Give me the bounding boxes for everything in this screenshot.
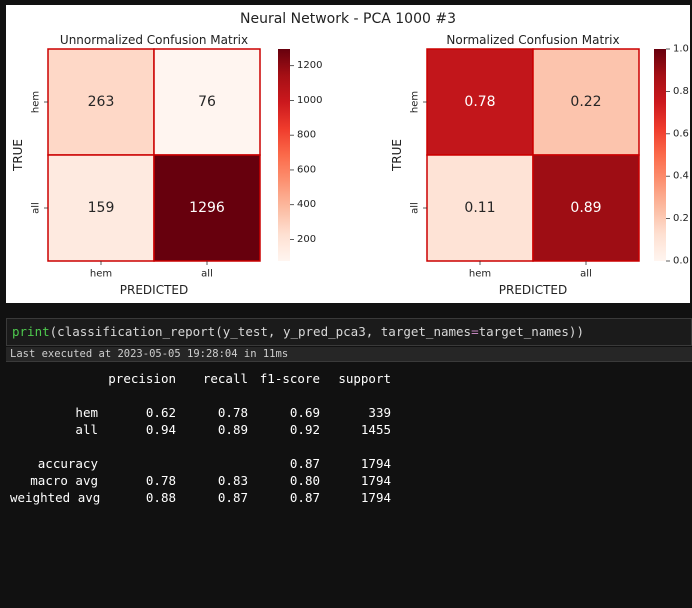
code-open: ( <box>49 324 58 339</box>
heatmap-cell-label: 76 <box>198 94 216 110</box>
heatmap-cell-label: 0.11 <box>464 200 495 216</box>
report-f1: 0.80 <box>289 473 320 488</box>
report-header: f1-score <box>259 371 320 386</box>
report-f1: 0.69 <box>289 405 320 420</box>
report-row: hem 0.62 0.78 0.69 339 <box>10 404 690 421</box>
report-f1: 0.87 <box>289 456 320 471</box>
y-tick-label: hem <box>31 91 42 113</box>
report-support: 1794 <box>360 456 391 471</box>
heatmap-cell <box>426 154 534 262</box>
heatmap-cell <box>153 48 261 156</box>
report-header-row: precision recall f1-score support <box>10 370 690 387</box>
x-tick-label: all <box>580 269 592 280</box>
heatmap-title: Unnormalized Confusion Matrix <box>60 33 248 47</box>
heatmap-cell-label: 159 <box>88 200 115 216</box>
heatmap-cell-label: 1296 <box>189 200 225 216</box>
report-row: accuracy 0.87 1794 <box>10 455 690 472</box>
colorbar-tick-label: 400 <box>297 199 316 210</box>
colorbar-tick-label: 0.6 <box>673 128 689 139</box>
y-tick-label: all <box>31 202 42 214</box>
colorbar <box>654 49 666 261</box>
report-precision: 0.78 <box>145 473 176 488</box>
report-precision: 0.88 <box>145 490 176 505</box>
heatmap-cell <box>153 154 261 262</box>
report-support: 1794 <box>360 473 391 488</box>
execution-status: Last executed at 2023-05-05 19:28:04 in … <box>6 347 692 362</box>
colorbar-tick-label: 600 <box>297 164 316 175</box>
report-recall: 0.83 <box>217 473 248 488</box>
report-label: weighted avg <box>10 490 101 505</box>
figure: Neural Network - PCA 1000 #3 Unnormalized… <box>6 5 690 303</box>
x-axis-label: PREDICTED <box>120 283 188 297</box>
report-header: support <box>338 371 391 386</box>
classification-report: precision recall f1-score support hem 0.… <box>10 370 690 506</box>
confusion-matrix-figure: Neural Network - PCA 1000 #3 Unnormalized… <box>11 11 689 297</box>
code-call: classification_report(y_test, y_pred_pca… <box>57 324 472 339</box>
report-row: macro avg 0.78 0.83 0.80 1794 <box>10 472 690 489</box>
code-operator: = <box>471 324 479 339</box>
report-label: macro avg <box>30 473 98 488</box>
colorbar-tick-label: 1000 <box>297 95 322 106</box>
code-rest: target_names)) <box>478 324 584 339</box>
report-support: 1794 <box>360 490 391 505</box>
y-axis-label: TRUE <box>11 139 25 172</box>
code-cell[interactable]: print(classification_report(y_test, y_pr… <box>6 318 692 346</box>
figure-suptitle: Neural Network - PCA 1000 #3 <box>240 11 456 27</box>
report-header: precision <box>108 371 176 386</box>
heatmap-cell-label: 0.89 <box>570 200 601 216</box>
report-f1: 0.87 <box>289 490 320 505</box>
heatmap-cell <box>47 48 155 156</box>
report-label: hem <box>75 405 98 420</box>
report-row: weighted avg 0.88 0.87 0.87 1794 <box>10 489 690 506</box>
report-support: 1455 <box>360 422 391 437</box>
heatmap-cell <box>47 154 155 262</box>
heatmap-cell <box>532 154 640 262</box>
y-tick-label: hem <box>410 91 421 113</box>
report-support: 339 <box>368 405 391 420</box>
x-tick-label: all <box>201 269 213 280</box>
x-tick-label: hem <box>90 269 112 280</box>
colorbar-tick-label: 200 <box>297 234 316 245</box>
colorbar-tick-label: 0.4 <box>673 171 689 182</box>
y-tick-label: all <box>410 202 421 214</box>
x-tick-label: hem <box>469 269 491 280</box>
y-axis-label: TRUE <box>390 139 404 172</box>
report-precision: 0.94 <box>145 422 176 437</box>
report-label: all <box>75 422 98 437</box>
heatmap-cell-label: 0.78 <box>464 94 495 110</box>
colorbar-tick-label: 0.0 <box>673 256 689 267</box>
report-recall: 0.87 <box>217 490 248 505</box>
colorbar-tick-label: 0.2 <box>673 213 689 224</box>
colorbar-tick-label: 800 <box>297 130 316 141</box>
colorbar-tick-label: 1.0 <box>673 44 689 55</box>
report-label: accuracy <box>37 456 98 471</box>
code-fn: print <box>12 324 50 339</box>
report-precision: 0.62 <box>145 405 176 420</box>
colorbar-tick-label: 0.8 <box>673 86 689 97</box>
report-header: recall <box>202 371 248 386</box>
heatmap-cell <box>532 48 640 156</box>
report-recall: 0.89 <box>217 422 248 437</box>
heatmap-cell-label: 0.22 <box>570 94 601 110</box>
report-f1: 0.92 <box>289 422 320 437</box>
heatmap-cell-label: 263 <box>88 94 115 110</box>
x-axis-label: PREDICTED <box>499 283 567 297</box>
report-recall: 0.78 <box>217 405 248 420</box>
report-row: all 0.94 0.89 0.92 1455 <box>10 421 690 438</box>
heatmap-title: Normalized Confusion Matrix <box>446 33 619 47</box>
colorbar-tick-label: 1200 <box>297 60 322 71</box>
colorbar <box>278 49 290 261</box>
